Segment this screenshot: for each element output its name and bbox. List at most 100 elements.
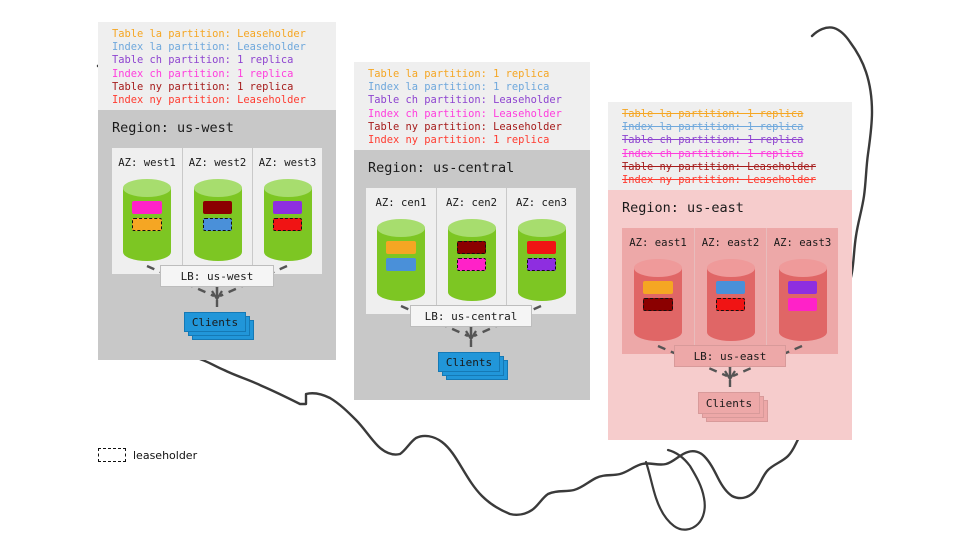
region-title: Region: us-central [368, 160, 515, 176]
az-east1[interactable]: AZ: east1 [622, 228, 694, 354]
az-cen2[interactable]: AZ: cen2 [436, 188, 506, 314]
clients-stack-us-west[interactable]: Clients [184, 312, 258, 342]
partition-slot[interactable] [202, 201, 233, 214]
partition-slot[interactable] [526, 241, 557, 254]
database-cylinder[interactable] [447, 219, 496, 301]
database-cylinder[interactable] [706, 259, 755, 341]
az-row: AZ: west1 AZ: west2 [112, 148, 322, 274]
partition-slots [123, 201, 171, 231]
partition-legend-line: Index la partition: 1 replica [368, 81, 550, 94]
cylinder-top [447, 219, 496, 237]
partition-slot-leaseholder[interactable] [526, 258, 557, 271]
az-west3[interactable]: AZ: west3 [252, 148, 322, 274]
partition-slot[interactable] [272, 201, 303, 214]
partition-legend-line: Table ny partition: Leaseholder [368, 120, 562, 133]
partition-slots [518, 241, 566, 271]
region-us-west: Region: us-west AZ: west1 AZ: west2 [98, 110, 336, 360]
load-balancer-us-west[interactable]: LB: us-west [160, 265, 274, 287]
az-east3[interactable]: AZ: east3 [766, 228, 838, 354]
partition-legend-line: Table ny partition: Leaseholder [622, 160, 816, 173]
partition-legend-line: Index ch partition: Leaseholder [368, 107, 562, 120]
partition-slot-leaseholder[interactable] [132, 218, 162, 231]
clients-box[interactable]: Clients [438, 352, 500, 372]
az-label: AZ: cen1 [375, 197, 427, 209]
partition-slot[interactable] [386, 241, 416, 254]
partition-slots [194, 201, 242, 231]
partition-slots [377, 241, 425, 271]
database-cylinder[interactable] [263, 179, 312, 261]
az-cen1[interactable]: AZ: cen1 [366, 188, 436, 314]
region-title: Region: us-west [112, 120, 234, 136]
partition-legend-line: Table ny partition: 1 replica [112, 80, 294, 93]
partition-slot[interactable] [787, 298, 818, 311]
partition-slot-leaseholder[interactable] [272, 218, 303, 231]
leaseholder-legend-label: leaseholder [133, 448, 198, 462]
load-balancer-us-east[interactable]: LB: us-east [674, 345, 786, 367]
partition-legend-line: Index ch partition: 1 replica [622, 147, 804, 160]
partition-slot-leaseholder[interactable] [456, 258, 487, 271]
lb-label: LB: us-west [180, 269, 254, 283]
cylinder-top [123, 179, 171, 197]
database-cylinder[interactable] [778, 259, 827, 341]
az-east2[interactable]: AZ: east2 [694, 228, 766, 354]
clients-label: Clients [445, 355, 493, 369]
az-row: AZ: cen1 AZ: cen2 [366, 188, 576, 314]
cylinder-top [517, 219, 566, 237]
partition-legend-line: Index ny partition: Leaseholder [112, 93, 306, 106]
lb-label: LB: us-central [424, 309, 518, 323]
cylinder-top [634, 259, 682, 277]
partition-slots [448, 241, 496, 271]
partition-slots [634, 281, 682, 311]
partition-slot-leaseholder[interactable] [202, 218, 233, 231]
az-west1[interactable]: AZ: west1 [112, 148, 182, 274]
partition-slots [264, 201, 312, 231]
az-cen3[interactable]: AZ: cen3 [506, 188, 576, 314]
partition-slot[interactable] [787, 281, 818, 294]
partition-legend-us-east: Table la partition: 1 replica Index la pa… [608, 102, 852, 195]
clients-stack-us-east[interactable]: Clients [698, 392, 772, 422]
clients-box[interactable]: Clients [698, 392, 760, 414]
partition-slot-leaseholder[interactable] [456, 241, 487, 254]
partition-slot[interactable] [386, 258, 416, 271]
leaseholder-legend: leaseholder [98, 448, 197, 462]
lb-to-clients-line [728, 367, 732, 393]
load-balancer-us-central[interactable]: LB: us-central [410, 305, 532, 327]
partition-slot[interactable] [715, 281, 746, 294]
az-west2[interactable]: AZ: west2 [182, 148, 252, 274]
az-label: AZ: east3 [773, 237, 832, 249]
partition-slots [779, 281, 827, 311]
partition-slot[interactable] [132, 201, 162, 214]
partition-legend-line: Index ny partition: 1 replica [368, 133, 550, 146]
cylinder-top [706, 259, 755, 277]
partition-legend-line: Index la partition: Leaseholder [112, 41, 306, 54]
partition-legend-us-west: Table la partition: Leaseholder Index la … [98, 22, 336, 115]
database-cylinder[interactable] [193, 179, 242, 261]
region-title: Region: us-east [622, 200, 744, 216]
az-label: AZ: west3 [258, 157, 317, 169]
clients-box[interactable]: Clients [184, 312, 246, 332]
partition-slot[interactable] [643, 281, 673, 294]
region-us-east: Region: us-east AZ: east1 AZ: east2 [608, 190, 852, 440]
database-cylinder[interactable] [634, 259, 682, 341]
partition-legend-line: Table ch partition: 1 replica [112, 54, 294, 67]
partition-slot-leaseholder[interactable] [643, 298, 673, 311]
cylinder-top [263, 179, 312, 197]
database-cylinder[interactable] [517, 219, 566, 301]
us-map-detail [644, 448, 706, 531]
partition-legend-line: Index ny partition: Leaseholder [622, 173, 816, 186]
partition-legend-us-central: Table la partition: 1 replica Index la pa… [354, 62, 590, 155]
partition-legend-line: Index ch partition: 1 replica [112, 67, 294, 80]
database-cylinder[interactable] [123, 179, 171, 261]
database-cylinder[interactable] [377, 219, 425, 301]
partition-slot-leaseholder[interactable] [715, 298, 746, 311]
lb-to-clients-line [215, 287, 219, 313]
partition-legend-line: Table la partition: Leaseholder [112, 28, 306, 40]
clients-stack-us-central[interactable]: Clients [438, 352, 512, 382]
az-label: AZ: east2 [701, 237, 760, 249]
az-label: AZ: east1 [629, 237, 687, 249]
az-label: AZ: cen2 [445, 197, 498, 209]
cylinder-top [193, 179, 242, 197]
az-label: AZ: west1 [118, 157, 176, 169]
partition-legend-line: Index la partition: 1 replica [622, 121, 804, 134]
